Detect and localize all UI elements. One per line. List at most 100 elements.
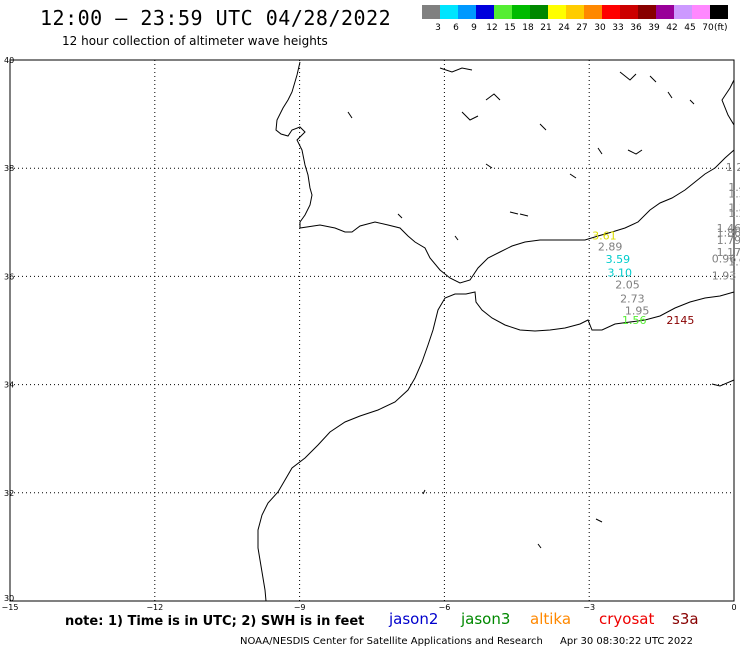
axis-labels: −15 −12 −9 −6 −3 0 40 38 36 34 32 30 [2,56,737,612]
island [519,213,529,217]
footer-time: Apr 30 08:30:22 UTC 2022 [560,636,693,647]
island [711,379,735,387]
color-scale-label: 33 [612,23,624,33]
island [397,213,403,219]
wave-height-value: 2.73 [620,292,645,305]
color-swatch [620,5,638,19]
color-swatch [638,5,656,19]
island [649,75,657,83]
color-scale-label: 9 [471,23,477,33]
color-scale-label: 30 [594,23,606,33]
lon-tick-label: −9 [294,603,306,612]
island [667,91,673,99]
wave-height-value: 1.56 [622,314,647,327]
wave-height-value: 3.59 [606,253,631,266]
wave-height-value: 1.3 [728,187,740,200]
wave-height-value: 3.10 [608,266,633,279]
color-swatch [422,5,440,19]
coastline [257,61,735,602]
wave-height-observations: 3.612.893.593.102.052.731.951.56 21451.21… [592,161,740,327]
satellite-legend-jason3: jason3 [461,610,511,628]
lat-tick-label: 30 [4,594,14,603]
color-scale-label: 24 [558,23,570,33]
color-scale-label: 12 [486,23,498,33]
island [539,123,547,131]
lon-tick-label: −6 [439,603,451,612]
color-scale-label: 18 [522,23,534,33]
lon-tick-label: 0 [731,603,736,612]
wave-height-value: 1.2 [728,207,740,220]
color-swatch [602,5,620,19]
lat-tick-label: 38 [4,164,14,173]
color-swatch [476,5,494,19]
footer-org: NOAA/NESDIS Center for Satellite Applica… [240,636,543,647]
island [627,149,643,155]
wave-height-value: 1.95 [625,304,650,317]
color-swatch [710,5,728,19]
island [347,111,353,119]
island [597,147,603,155]
color-swatch [692,5,710,19]
lat-tick-label: 34 [4,381,14,390]
color-swatch [440,5,458,19]
wave-height-value: 2.05 [615,278,640,291]
island [509,211,519,215]
island [537,543,542,549]
color-scale-label: 45 [684,23,696,33]
map-grid [10,60,734,601]
wave-height-value: 1.95 [728,256,740,269]
island [461,111,479,121]
wave-height-value: 1.2 [726,161,740,174]
lon-tick-label: −12 [146,603,163,612]
iberia-east-coast [721,79,735,126]
island [454,235,459,241]
wave-height-value: 1.79 [717,234,740,247]
wave-height-value: 1.17 [717,246,740,259]
island [422,489,426,495]
color-scale-label: 70 [702,23,714,33]
color-swatch [458,5,476,19]
satellite-legend-cryosat: cryosat [599,610,655,628]
color-swatch [548,5,566,19]
wave-height-value: 1.46 [717,222,740,235]
satellite-legend-jason2: jason2 [389,610,439,628]
satellite-legend-altika: altika [530,610,572,628]
color-scale-label: 3 [435,23,441,33]
color-swatch [494,5,512,19]
island [485,93,501,101]
lat-tick-label: 36 [4,272,14,281]
wave-height-value: 1.4 [728,181,740,194]
color-swatch [512,5,530,19]
satellite-legend-s3a: s3a [672,610,699,628]
island [569,173,577,179]
map-subtitle: 12 hour collection of altimeter wave hei… [62,34,328,48]
color-scale-label: 6 [453,23,459,33]
island [485,163,493,169]
wave-height-value: 0.96 [712,252,737,265]
wave-height-value: 1.86 [717,226,740,239]
color-scale-label: 39 [648,23,660,33]
north-africa-coast [257,291,735,602]
iberia-atlantic-coast [275,61,735,284]
color-swatch [674,5,692,19]
color-swatch [584,5,602,19]
lon-tick-label: −15 [2,603,19,612]
lat-tick-label: 40 [4,56,14,65]
lon-tick-label: −3 [583,603,595,612]
color-swatch [530,5,548,19]
wave-height-value: 1.3 [728,201,740,214]
color-scale-label: 21 [540,23,552,33]
island [439,67,473,73]
map-frame [9,59,735,602]
lat-tick-label: 32 [4,489,14,498]
wave-height-value: 3.61 [592,230,617,243]
color-scale-label: 36 [630,23,642,33]
map-title: 12:00 – 23:59 UTC 04/28/2022 [40,6,392,30]
island [689,99,695,105]
color-swatch [656,5,674,19]
note-text: note: 1) Time is in UTC; 2) SWH is in fe… [65,614,365,629]
color-scale-label: 15 [504,23,516,33]
color-swatch [566,5,584,19]
wave-height-value: 1.93 [712,270,737,283]
